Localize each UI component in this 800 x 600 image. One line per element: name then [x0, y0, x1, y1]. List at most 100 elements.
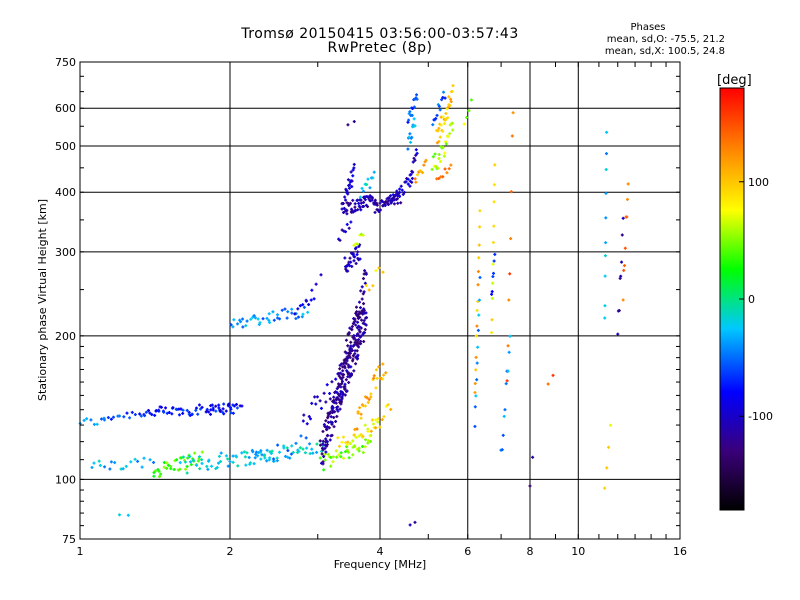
data-point [382, 373, 386, 377]
data-point [414, 153, 418, 157]
data-point [321, 460, 325, 464]
data-point [165, 411, 169, 415]
data-point [415, 151, 419, 155]
data-point [366, 441, 370, 445]
data-point [302, 413, 306, 417]
data-point [363, 198, 367, 202]
data-point [477, 243, 481, 247]
data-point [448, 104, 452, 108]
data-point [348, 347, 352, 351]
data-point [214, 404, 218, 408]
data-point [413, 158, 417, 162]
data-point [103, 465, 107, 469]
data-point [361, 233, 365, 237]
data-point [358, 311, 362, 315]
data-point [448, 132, 452, 136]
data-point [364, 284, 368, 288]
data-point [491, 281, 495, 285]
data-point [362, 340, 366, 344]
data-point [357, 345, 361, 349]
data-point [381, 362, 385, 366]
data-point [322, 423, 326, 427]
data-point [531, 455, 535, 459]
data-point [504, 382, 508, 386]
data-point [370, 418, 374, 422]
data-point [431, 123, 435, 127]
data-point [181, 455, 185, 459]
data-point [492, 271, 496, 275]
data-point [491, 275, 495, 279]
data-point [407, 135, 411, 139]
data-point [332, 400, 336, 404]
data-point [346, 123, 350, 127]
data-point [124, 464, 128, 468]
data-point [351, 174, 355, 178]
data-point [205, 409, 209, 413]
data-point [437, 177, 441, 181]
data-point [475, 308, 479, 312]
data-point [364, 323, 368, 327]
data-point [335, 414, 339, 418]
data-point [352, 433, 356, 437]
data-point [265, 448, 269, 452]
data-point [117, 513, 121, 517]
data-point [341, 435, 345, 439]
data-point [319, 406, 323, 410]
data-point [169, 467, 173, 471]
y-tick-label: 200 [55, 330, 76, 343]
data-point [183, 460, 187, 464]
data-point [352, 369, 356, 373]
data-point [200, 450, 204, 454]
data-point [359, 412, 363, 416]
data-point [436, 103, 440, 107]
data-point [442, 90, 446, 94]
data-point [196, 412, 200, 416]
data-point [430, 167, 434, 171]
data-point [621, 298, 625, 302]
data-point [136, 459, 140, 463]
data-point [285, 446, 289, 450]
data-point [359, 433, 363, 437]
data-point [400, 188, 404, 192]
data-point [347, 456, 351, 460]
data-point [509, 190, 513, 194]
data-point [308, 417, 312, 421]
data-point [336, 409, 340, 413]
data-point [346, 344, 350, 348]
data-point [477, 298, 481, 302]
data-point [207, 459, 211, 463]
data-point [284, 454, 288, 458]
data-point [344, 450, 348, 454]
data-point [198, 467, 202, 471]
data-point [300, 315, 304, 319]
data-point [310, 447, 314, 451]
data-point [322, 455, 326, 459]
data-point [352, 166, 356, 170]
data-point [159, 405, 163, 409]
data-point [621, 216, 625, 220]
data-point [298, 446, 302, 450]
data-point [197, 403, 201, 407]
data-point [437, 104, 441, 108]
data-point [199, 407, 203, 411]
data-point [353, 444, 357, 448]
data-point [159, 472, 163, 476]
data-point [301, 419, 305, 423]
data-point [178, 461, 182, 465]
data-point [372, 170, 376, 174]
data-point [359, 201, 363, 205]
data-point [228, 460, 232, 464]
data-point [189, 460, 193, 464]
data-point [360, 318, 364, 322]
data-point [152, 460, 156, 464]
data-point [408, 132, 412, 136]
data-point [310, 401, 314, 405]
data-point [372, 374, 376, 378]
y-tick-label: 500 [55, 140, 76, 153]
data-point [373, 210, 377, 214]
data-point [133, 457, 137, 461]
data-point [190, 412, 194, 416]
data-point [357, 300, 361, 304]
data-point [357, 201, 361, 205]
data-point [231, 454, 235, 458]
